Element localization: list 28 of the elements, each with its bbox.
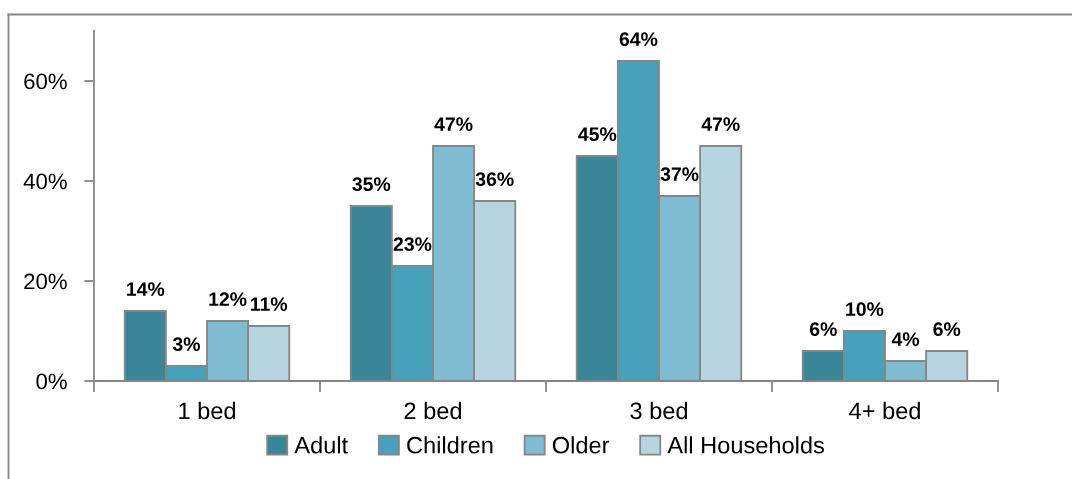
data-label: 4% bbox=[891, 332, 920, 347]
data-label: 45% bbox=[578, 127, 617, 142]
x-tick-label: 4+ bed bbox=[849, 401, 920, 420]
data-label: 11% bbox=[251, 297, 288, 312]
y-tick-label: 20% bbox=[24, 273, 67, 290]
data-label: 6% bbox=[933, 322, 961, 337]
data-label: 37% bbox=[660, 167, 699, 182]
legend-label: All Households bbox=[667, 436, 824, 454]
legend-label: Children bbox=[407, 436, 493, 454]
y-tick-label: 40% bbox=[23, 173, 67, 190]
legend-label: Older bbox=[552, 436, 610, 454]
y-tick-label: 60% bbox=[24, 73, 67, 90]
x-tick-label: 1 bed bbox=[179, 401, 236, 420]
data-label: 3% bbox=[172, 337, 200, 352]
data-label: 36% bbox=[475, 172, 514, 187]
data-label: 64% bbox=[619, 32, 658, 47]
data-label: 6% bbox=[809, 322, 837, 337]
data-label: 35% bbox=[352, 177, 391, 192]
y-tick-label: 0% bbox=[36, 373, 67, 390]
data-label: 23% bbox=[393, 237, 432, 252]
data-label: 10% bbox=[846, 302, 884, 317]
data-label: 47% bbox=[701, 117, 740, 132]
x-tick-label: 3 bed bbox=[630, 401, 688, 420]
legend-label: Adult bbox=[294, 436, 348, 454]
data-label: 14% bbox=[127, 282, 165, 297]
data-label: 12% bbox=[209, 292, 247, 307]
x-tick-label: 2 bed bbox=[404, 401, 462, 420]
data-label: 47% bbox=[434, 117, 473, 132]
